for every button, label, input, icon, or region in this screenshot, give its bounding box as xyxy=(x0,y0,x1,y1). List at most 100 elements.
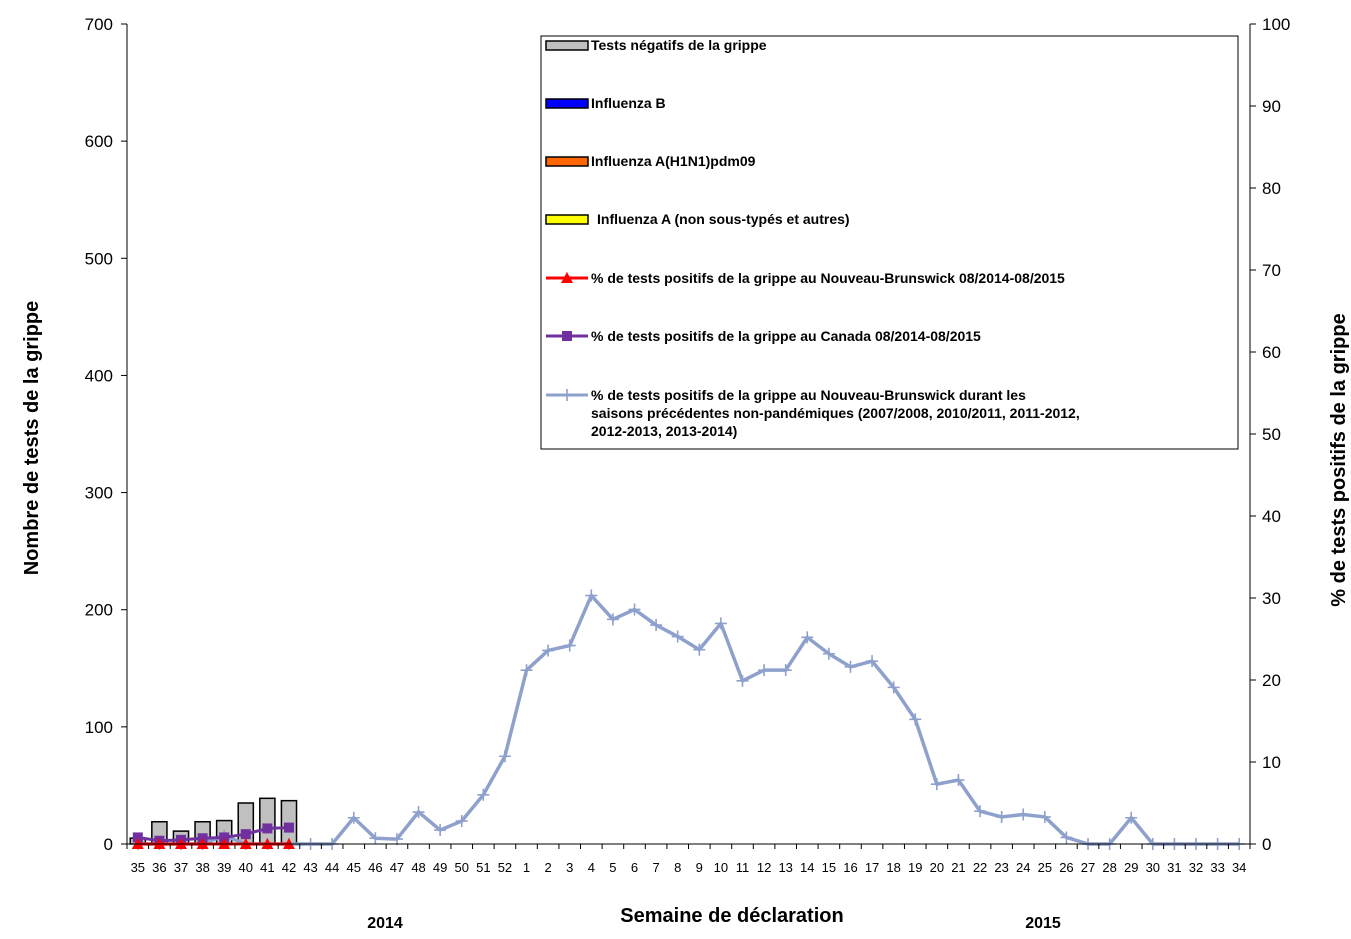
y-left-tick-label: 700 xyxy=(85,15,113,34)
legend-label: % de tests positifs de la grippe au Nouv… xyxy=(591,270,1065,286)
series-line xyxy=(137,593,1240,846)
x-tick-label: 51 xyxy=(476,860,490,875)
x-tick-label: 39 xyxy=(217,860,231,875)
x-tick-label: 3 xyxy=(566,860,573,875)
series-point xyxy=(1125,811,1138,824)
x-tick-label: 1 xyxy=(523,860,530,875)
y-right-tick-label: 20 xyxy=(1262,671,1281,690)
x-tick-label: 6 xyxy=(631,860,638,875)
series-point xyxy=(866,655,879,668)
legend-label: Influenza A (non sous-typés et autres) xyxy=(597,211,850,227)
series-point xyxy=(520,664,533,677)
y-left-tick-label: 100 xyxy=(85,718,113,737)
series-point xyxy=(606,613,619,626)
x-tick-label: 27 xyxy=(1081,860,1095,875)
y-left-tick-label: 300 xyxy=(85,484,113,503)
x-tick-label: 45 xyxy=(347,860,361,875)
series-point xyxy=(822,647,835,660)
axes-layer: 0 100 200 300 400 500 600 700 0 10 20 30 40 50 60 70 80 9… xyxy=(85,15,1291,875)
series-point xyxy=(628,603,641,616)
legend-swatch xyxy=(545,40,589,51)
series-point xyxy=(974,805,987,818)
x-tick-label: 36 xyxy=(152,860,166,875)
x-tick-label: 2 xyxy=(545,860,552,875)
y-axis-left-title: Nombre de tests de la grippe xyxy=(21,301,43,576)
legend-label-line: 2012-2013, 2013-2014) xyxy=(591,423,737,439)
x-tick-label: 19 xyxy=(908,860,922,875)
series-point xyxy=(283,822,294,833)
year-label-2015: 2015 xyxy=(1025,915,1061,932)
legend-label: % de tests positifs de la grippe au Nouv… xyxy=(591,387,1080,439)
series-point xyxy=(240,829,251,840)
x-tick-label: 25 xyxy=(1038,860,1052,875)
series-point xyxy=(390,833,403,846)
x-tick-label: 4 xyxy=(588,860,595,875)
legend-label: Influenza A(H1N1)pdm09 xyxy=(591,153,756,169)
series-point xyxy=(455,815,468,828)
bar xyxy=(280,799,298,845)
series-point xyxy=(219,832,230,843)
x-tick-label: 9 xyxy=(696,860,703,875)
x-tick-label: 17 xyxy=(865,860,879,875)
bar xyxy=(259,797,276,845)
x-tick-label: 10 xyxy=(714,860,728,875)
y-right-tick-label: 10 xyxy=(1262,753,1281,772)
series-point xyxy=(347,811,360,824)
y-right-tick-label: 30 xyxy=(1262,589,1281,608)
x-tick-label: 12 xyxy=(757,860,771,875)
series-point xyxy=(801,631,814,644)
series-point xyxy=(671,630,684,643)
y-right-tick-label: 90 xyxy=(1262,97,1281,116)
legend-label-line: % de tests positifs de la grippe au Nouv… xyxy=(591,387,1026,403)
series-point xyxy=(1038,810,1051,823)
x-tick-label: 5 xyxy=(609,860,616,875)
legend-swatch xyxy=(545,156,589,167)
x-tick-label: 46 xyxy=(368,860,382,875)
x-tick-label: 7 xyxy=(652,860,659,875)
x-tick-label: 15 xyxy=(822,860,836,875)
x-tick-label: 29 xyxy=(1124,860,1138,875)
x-tick-label: 21 xyxy=(951,860,965,875)
series-point xyxy=(369,832,382,845)
x-tick-label: 14 xyxy=(800,860,814,875)
series-point xyxy=(909,713,922,726)
series-point xyxy=(887,681,900,694)
legend: Tests négatifs de la grippe Influenza B In… xyxy=(540,35,1239,450)
series-point xyxy=(693,643,706,656)
series-point xyxy=(844,660,857,673)
series-point xyxy=(758,664,771,677)
series-point xyxy=(132,832,143,843)
y-left-tick-label: 0 xyxy=(104,835,113,854)
x-tick-label: 13 xyxy=(778,860,792,875)
legend-label: % de tests positifs de la grippe au Cana… xyxy=(591,328,981,344)
series-point xyxy=(262,823,273,834)
legend-marker xyxy=(562,331,572,341)
x-tick-label: 22 xyxy=(973,860,987,875)
x-tick-label: 50 xyxy=(455,860,469,875)
x-tick-label: 34 xyxy=(1232,860,1246,875)
x-tick-label: 18 xyxy=(886,860,900,875)
x-tick-label: 28 xyxy=(1102,860,1116,875)
legend-label: Influenza B xyxy=(591,95,666,111)
legend-marker xyxy=(561,272,573,283)
legend-marker xyxy=(561,389,573,401)
x-tick-label: 32 xyxy=(1189,860,1203,875)
x-tick-label: 30 xyxy=(1146,860,1160,875)
series-point xyxy=(563,639,576,652)
x-tick-label: 38 xyxy=(195,860,209,875)
series-point xyxy=(779,664,792,677)
y-right-tick-label: 0 xyxy=(1262,835,1271,854)
y-right-tick-label: 80 xyxy=(1262,179,1281,198)
legend-label: Tests négatifs de la grippe xyxy=(591,37,767,53)
series-point xyxy=(434,824,447,837)
x-tick-label: 16 xyxy=(843,860,857,875)
series-point xyxy=(498,750,511,763)
series-point xyxy=(477,788,490,801)
legend-items: Tests négatifs de la grippe Influenza B In… xyxy=(545,37,1080,439)
year-label-2014: 2014 xyxy=(367,915,403,932)
x-tick-label: 37 xyxy=(174,860,188,875)
x-tick-label: 33 xyxy=(1210,860,1224,875)
x-axis-title: Semaine de déclaration xyxy=(620,905,843,927)
